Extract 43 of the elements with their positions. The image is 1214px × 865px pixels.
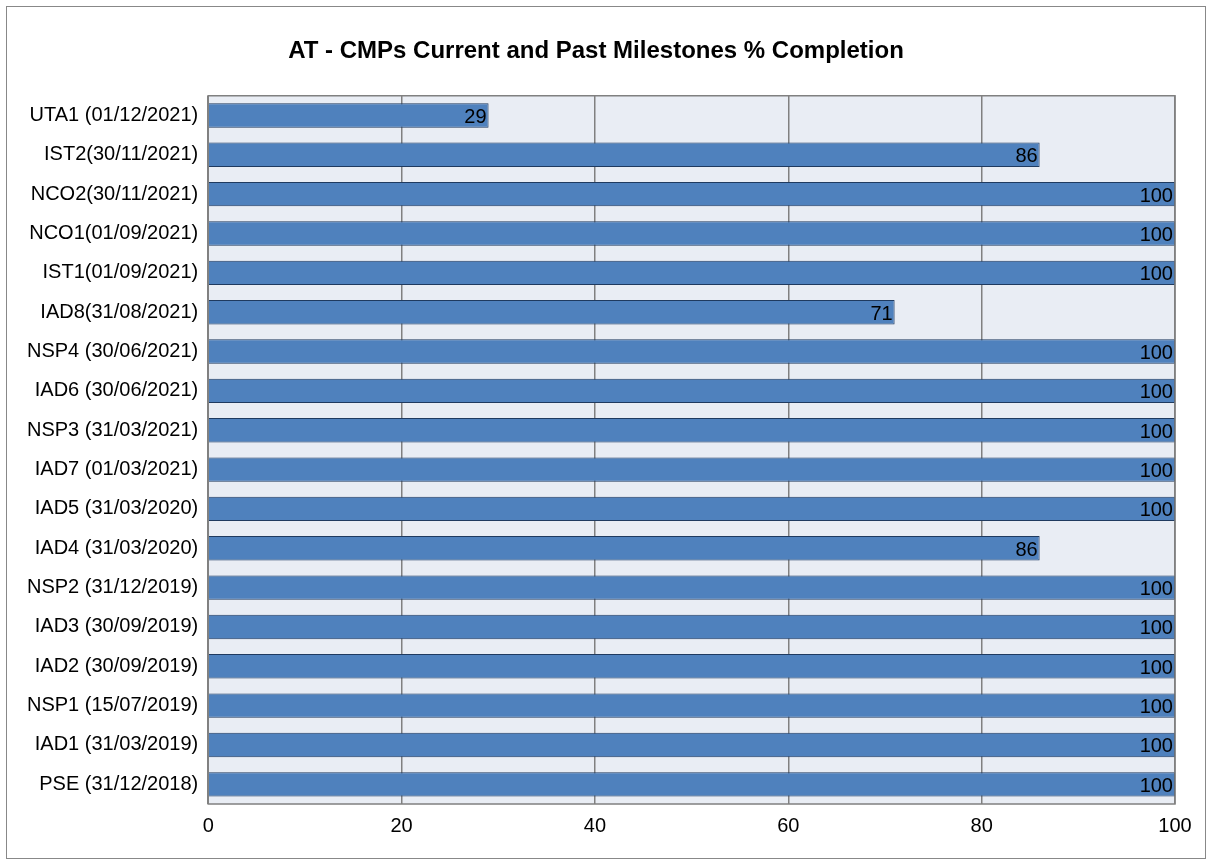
data-label: 100 [1139,183,1173,206]
y-tick-label: IAD7 (01/03/2021) [34,457,199,480]
x-tick-label: 80 [970,813,993,836]
y-tick-label: IAD1 (31/03/2019) [34,732,199,755]
data-label: 100 [1139,695,1173,718]
y-tick-label: NCO2(30/11/2021) [30,181,199,204]
data-label: 100 [1139,655,1173,678]
data-label: 86 [1015,144,1038,167]
y-tick-label: IAD5 (31/03/2020) [34,496,199,519]
y-tick-label: IAD4 (31/03/2020) [34,535,199,558]
y-tick-label: NSP4 (30/06/2021) [26,339,199,362]
data-label: 100 [1139,734,1173,757]
data-label: 100 [1139,419,1173,442]
data-label: 100 [1139,773,1173,796]
data-label: 86 [1015,537,1038,560]
data-label: 100 [1139,341,1173,364]
data-label: 100 [1139,459,1173,482]
y-tick-label: IAD8(31/08/2021) [40,299,199,322]
data-label: 29 [464,104,487,127]
y-tick-label: IAD2 (30/09/2019) [34,653,199,676]
chart-title: AT - CMPs Current and Past Milestones % Completion [288,36,904,64]
y-tick-label: UTA1 (01/12/2021) [29,102,199,125]
data-label: 100 [1139,223,1173,246]
data-label: 100 [1139,498,1173,521]
data-label: 71 [870,301,893,324]
y-tick-label: NSP1 (15/07/2019) [26,693,199,716]
data-label: 100 [1139,577,1173,600]
x-tick-label: 20 [390,813,413,836]
y-tick-label: IST2(30/11/2021) [44,142,199,165]
data-label: 100 [1139,380,1173,403]
y-tick-label: NCO1(01/09/2021) [29,221,199,244]
y-tick-label: PSE (31/12/2018) [39,771,199,794]
y-tick-label: IAD6 (30/06/2021) [34,378,199,401]
x-tick-label: 60 [777,813,800,836]
y-tick-label: NSP3 (31/03/2021) [26,417,199,440]
x-tick-label: 40 [583,813,607,836]
x-tick-label: 100 [1158,813,1192,836]
data-label: 100 [1139,616,1173,639]
x-tick-label: 0 [202,813,214,836]
y-tick-label: NSP2 (31/12/2019) [26,575,199,598]
y-tick-label: IAD3 (30/09/2019) [34,614,199,637]
data-label: 100 [1139,262,1173,285]
y-tick-label: IST1(01/09/2021) [42,260,199,283]
